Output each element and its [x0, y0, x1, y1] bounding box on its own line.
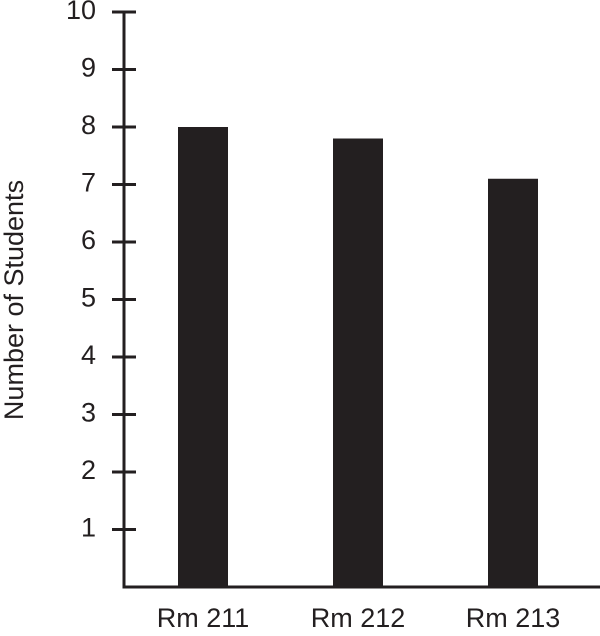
bar	[488, 178, 538, 587]
y-tick-label: 8	[81, 110, 96, 140]
y-tick-label: 9	[81, 53, 96, 83]
y-tick-label: 4	[81, 340, 96, 370]
y-tick-label: 10	[66, 0, 96, 25]
x-tick-label: Rm 211	[157, 603, 250, 633]
y-tick-label: 7	[81, 168, 96, 198]
y-tick-label: 6	[81, 225, 96, 255]
y-tick-label: 5	[81, 283, 96, 313]
bar	[178, 127, 228, 587]
x-tick-label: Rm 212	[311, 603, 406, 633]
y-tick-label: 1	[81, 513, 96, 543]
y-axis-label: Number of Students	[0, 180, 29, 420]
y-tick-label: 3	[81, 398, 96, 428]
bar	[333, 138, 383, 587]
x-tick-label: Rm 213	[466, 603, 561, 633]
y-tick-label: 2	[81, 455, 96, 485]
